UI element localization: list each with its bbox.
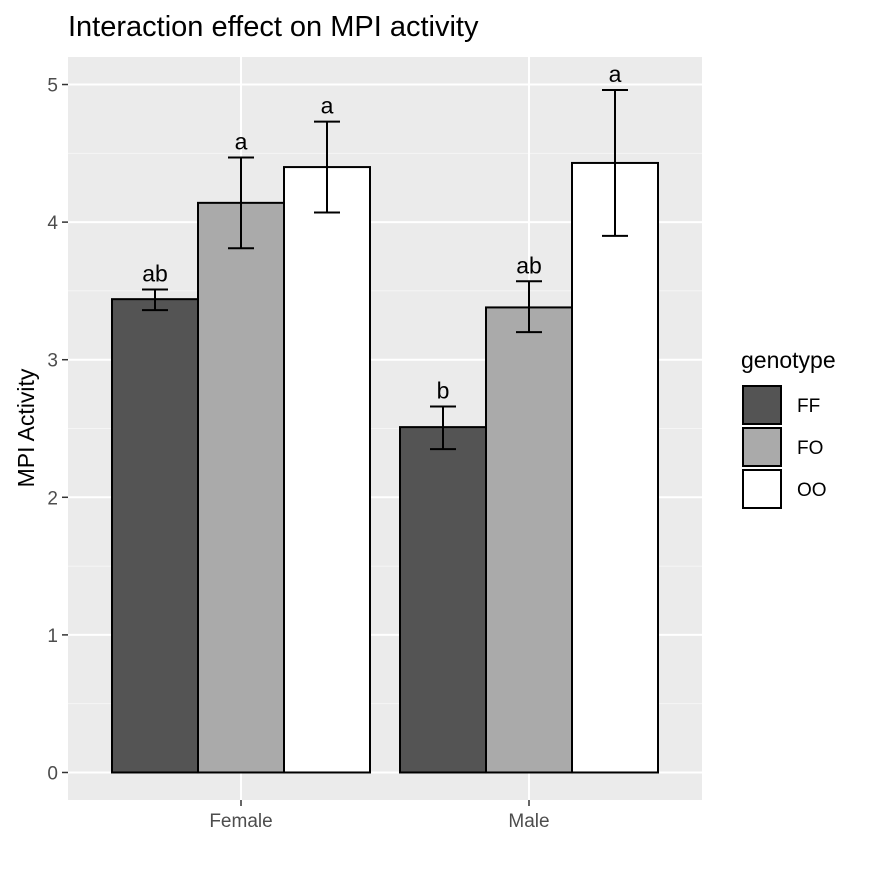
legend-key	[742, 427, 782, 467]
x-axis: Female Male	[209, 800, 550, 832]
legend-title: genotype	[741, 347, 836, 373]
bar	[571, 161, 659, 774]
y-tick-label: 5	[47, 76, 58, 97]
y-axis: 0 1 2 3 4 5	[47, 76, 68, 784]
significance-label: a	[609, 61, 622, 87]
significance-label: a	[321, 93, 334, 119]
error-bars	[142, 89, 628, 451]
legend-label: FO	[797, 438, 823, 459]
bar	[485, 306, 573, 774]
significance-label: ab	[142, 261, 168, 287]
legend: genotype FF FO OO	[741, 347, 836, 509]
significance-label: ab	[516, 252, 542, 278]
y-tick-label: 1	[47, 626, 58, 647]
legend-label: FF	[797, 396, 820, 417]
legend-key	[742, 469, 782, 509]
significance-label: b	[437, 377, 450, 403]
y-tick-label: 4	[47, 213, 58, 234]
y-tick-label: 3	[47, 351, 58, 372]
bar	[111, 298, 199, 774]
significance-label: a	[235, 128, 248, 154]
significance-labels: ab b a ab a a	[142, 61, 621, 403]
y-tick-label: 2	[47, 488, 58, 509]
y-axis-title: MPI Activity	[13, 368, 39, 487]
y-tick-label: 0	[47, 763, 58, 784]
legend-label: OO	[797, 480, 827, 501]
chart-title: Interaction effect on MPI activity	[68, 11, 479, 43]
bar	[197, 201, 285, 774]
bars	[111, 161, 659, 774]
x-tick-label: Female	[209, 811, 272, 832]
x-tick-label: Male	[508, 811, 549, 832]
legend-key	[742, 385, 782, 425]
bar	[399, 426, 487, 774]
bar	[283, 166, 371, 774]
